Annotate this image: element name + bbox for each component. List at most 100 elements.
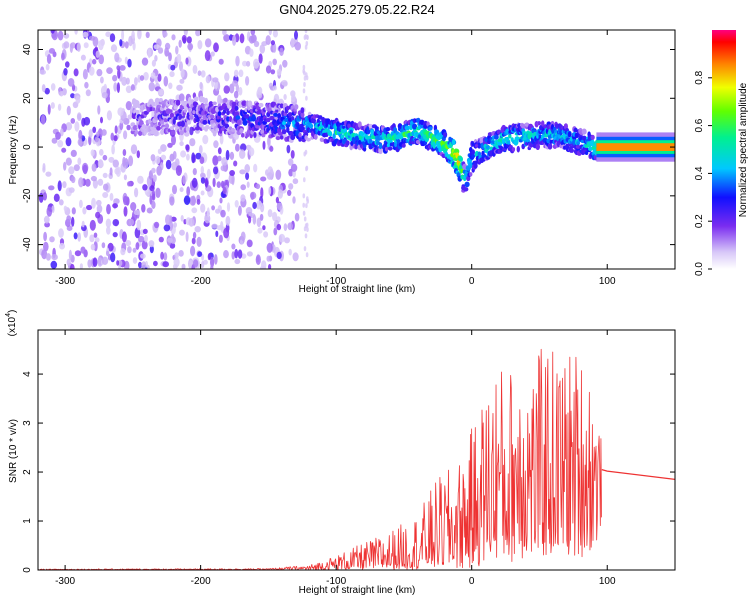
spectrogram-cell <box>106 67 113 74</box>
spectrogram-cell <box>51 137 58 144</box>
spectrogram-cell <box>168 109 173 113</box>
spectrogram-cell <box>99 149 104 156</box>
spectrogram-cell <box>185 231 189 242</box>
spectrogram-xlabel: Height of straight line (km) <box>299 284 416 295</box>
spectrogram-cell <box>304 233 308 239</box>
spectrogram-cell <box>179 141 184 147</box>
spectrogram-cell <box>68 249 72 261</box>
spectrogram-cell <box>160 129 165 135</box>
snr-tail-line <box>601 468 675 481</box>
spectrogram-cell <box>137 175 144 184</box>
spectrogram-cell <box>304 149 308 155</box>
spectrogram-cell <box>127 114 133 120</box>
spectrogram-cell <box>163 76 169 87</box>
spectrogram-cell <box>175 45 179 55</box>
spectrogram-cell <box>97 105 101 115</box>
spectrogram-cell <box>256 200 262 209</box>
spectrogram-cell <box>260 176 267 182</box>
spectrogram-cell <box>148 82 155 92</box>
spectrogram-cell <box>63 68 68 76</box>
spectrogram-cell <box>290 163 298 172</box>
spectrogram-cell <box>287 222 294 231</box>
spectrogram-cell <box>50 30 55 34</box>
spectrogram-cell <box>216 115 220 120</box>
spectrogram-cell <box>570 148 574 153</box>
spectrogram-cell <box>165 159 172 170</box>
spectrogram-cell <box>305 252 309 258</box>
spectrogram-cell <box>485 145 491 150</box>
spectrogram-cell <box>77 138 83 146</box>
spectrogram-cell <box>189 114 194 120</box>
spectrogram-cell <box>123 206 128 217</box>
spectrogram-cell <box>234 248 239 259</box>
spectrogram-cell <box>59 128 64 137</box>
spectrogram-cell <box>174 252 179 259</box>
scale-exponent: 4 <box>5 313 12 317</box>
spectrogram-cell <box>265 65 272 74</box>
spectrogram-cell <box>294 104 299 110</box>
spectrogram-cell <box>514 136 520 141</box>
spectrogram-cell <box>160 251 165 260</box>
spectrogram-cell <box>90 149 95 157</box>
spectrogram-cell <box>216 225 223 231</box>
spectrogram-cell <box>83 42 89 49</box>
spectrogram-cell <box>109 33 116 43</box>
spectrogram-cell <box>259 44 266 54</box>
spectrogram-cell <box>112 74 118 82</box>
spectrogram-cell <box>116 65 121 71</box>
spectrogram-cell <box>241 133 245 138</box>
spectrogram-cell <box>61 52 65 61</box>
spectrogram-cell <box>180 215 184 222</box>
spectrogram-cell <box>153 260 158 267</box>
spectrogram-cell <box>210 114 215 119</box>
spectrogram-cell <box>100 161 104 168</box>
spectrogram-cell <box>194 226 201 233</box>
spectrogram-cell <box>366 128 371 135</box>
spectrogram-cell <box>94 136 99 143</box>
colorbar-tick-label: 0.4 <box>694 166 705 180</box>
spectrogram-cell <box>272 101 276 107</box>
spectrogram-cell <box>226 202 231 212</box>
spectrogram-cell <box>114 52 120 63</box>
spectrogram-cell <box>210 264 214 269</box>
spectrogram-cell <box>302 64 306 70</box>
spectrogram-cell <box>156 165 162 176</box>
spectrogram-cell <box>306 196 309 202</box>
spectrogram-cell <box>573 127 578 133</box>
colorbar-label: Normalized spectral amplitude <box>738 82 749 217</box>
spectrogram-cell <box>76 112 82 121</box>
spectrogram-cell <box>280 125 286 130</box>
spectrogram-cell <box>266 117 271 123</box>
spectrogram-cell <box>233 160 238 167</box>
spectrogram-cell <box>98 40 104 51</box>
spectrogram-cell <box>471 154 476 159</box>
spectrogram-cell <box>253 163 258 173</box>
spectrogram-cell <box>279 103 284 109</box>
spectrogram-cell <box>213 42 219 53</box>
spectrogram-cell <box>220 180 225 189</box>
spectrogram-cell <box>244 164 250 173</box>
spectrogram-cell <box>242 60 248 67</box>
spectrogram-cell <box>180 120 185 127</box>
spectrogram-cell <box>286 121 292 125</box>
spectrogram-cell <box>163 31 168 37</box>
spectrogram-cell <box>149 245 154 254</box>
spectrogram-cell <box>541 120 545 127</box>
spectrogram-cell <box>154 55 158 62</box>
spectrogram-cell <box>151 101 156 107</box>
spectrogram-cell <box>70 118 76 124</box>
spectrogram-cell <box>143 71 149 81</box>
spectrogram-cell <box>192 110 196 115</box>
spectrogram-cell <box>75 95 81 104</box>
spectrogram-cell <box>537 121 541 126</box>
spectrogram-cell <box>134 129 139 135</box>
spectrogram-cell <box>204 38 212 48</box>
spectrogram-cell <box>319 137 325 143</box>
spectrogram-cell <box>223 34 230 42</box>
spectrogram-cell <box>113 82 118 92</box>
spectrogram-cell <box>144 234 148 243</box>
spectrogram-cell <box>59 90 64 97</box>
colorbar-tick-label: 0.8 <box>694 70 705 84</box>
spectrogram-cell <box>310 118 316 124</box>
spectrogram-cell <box>78 177 84 188</box>
